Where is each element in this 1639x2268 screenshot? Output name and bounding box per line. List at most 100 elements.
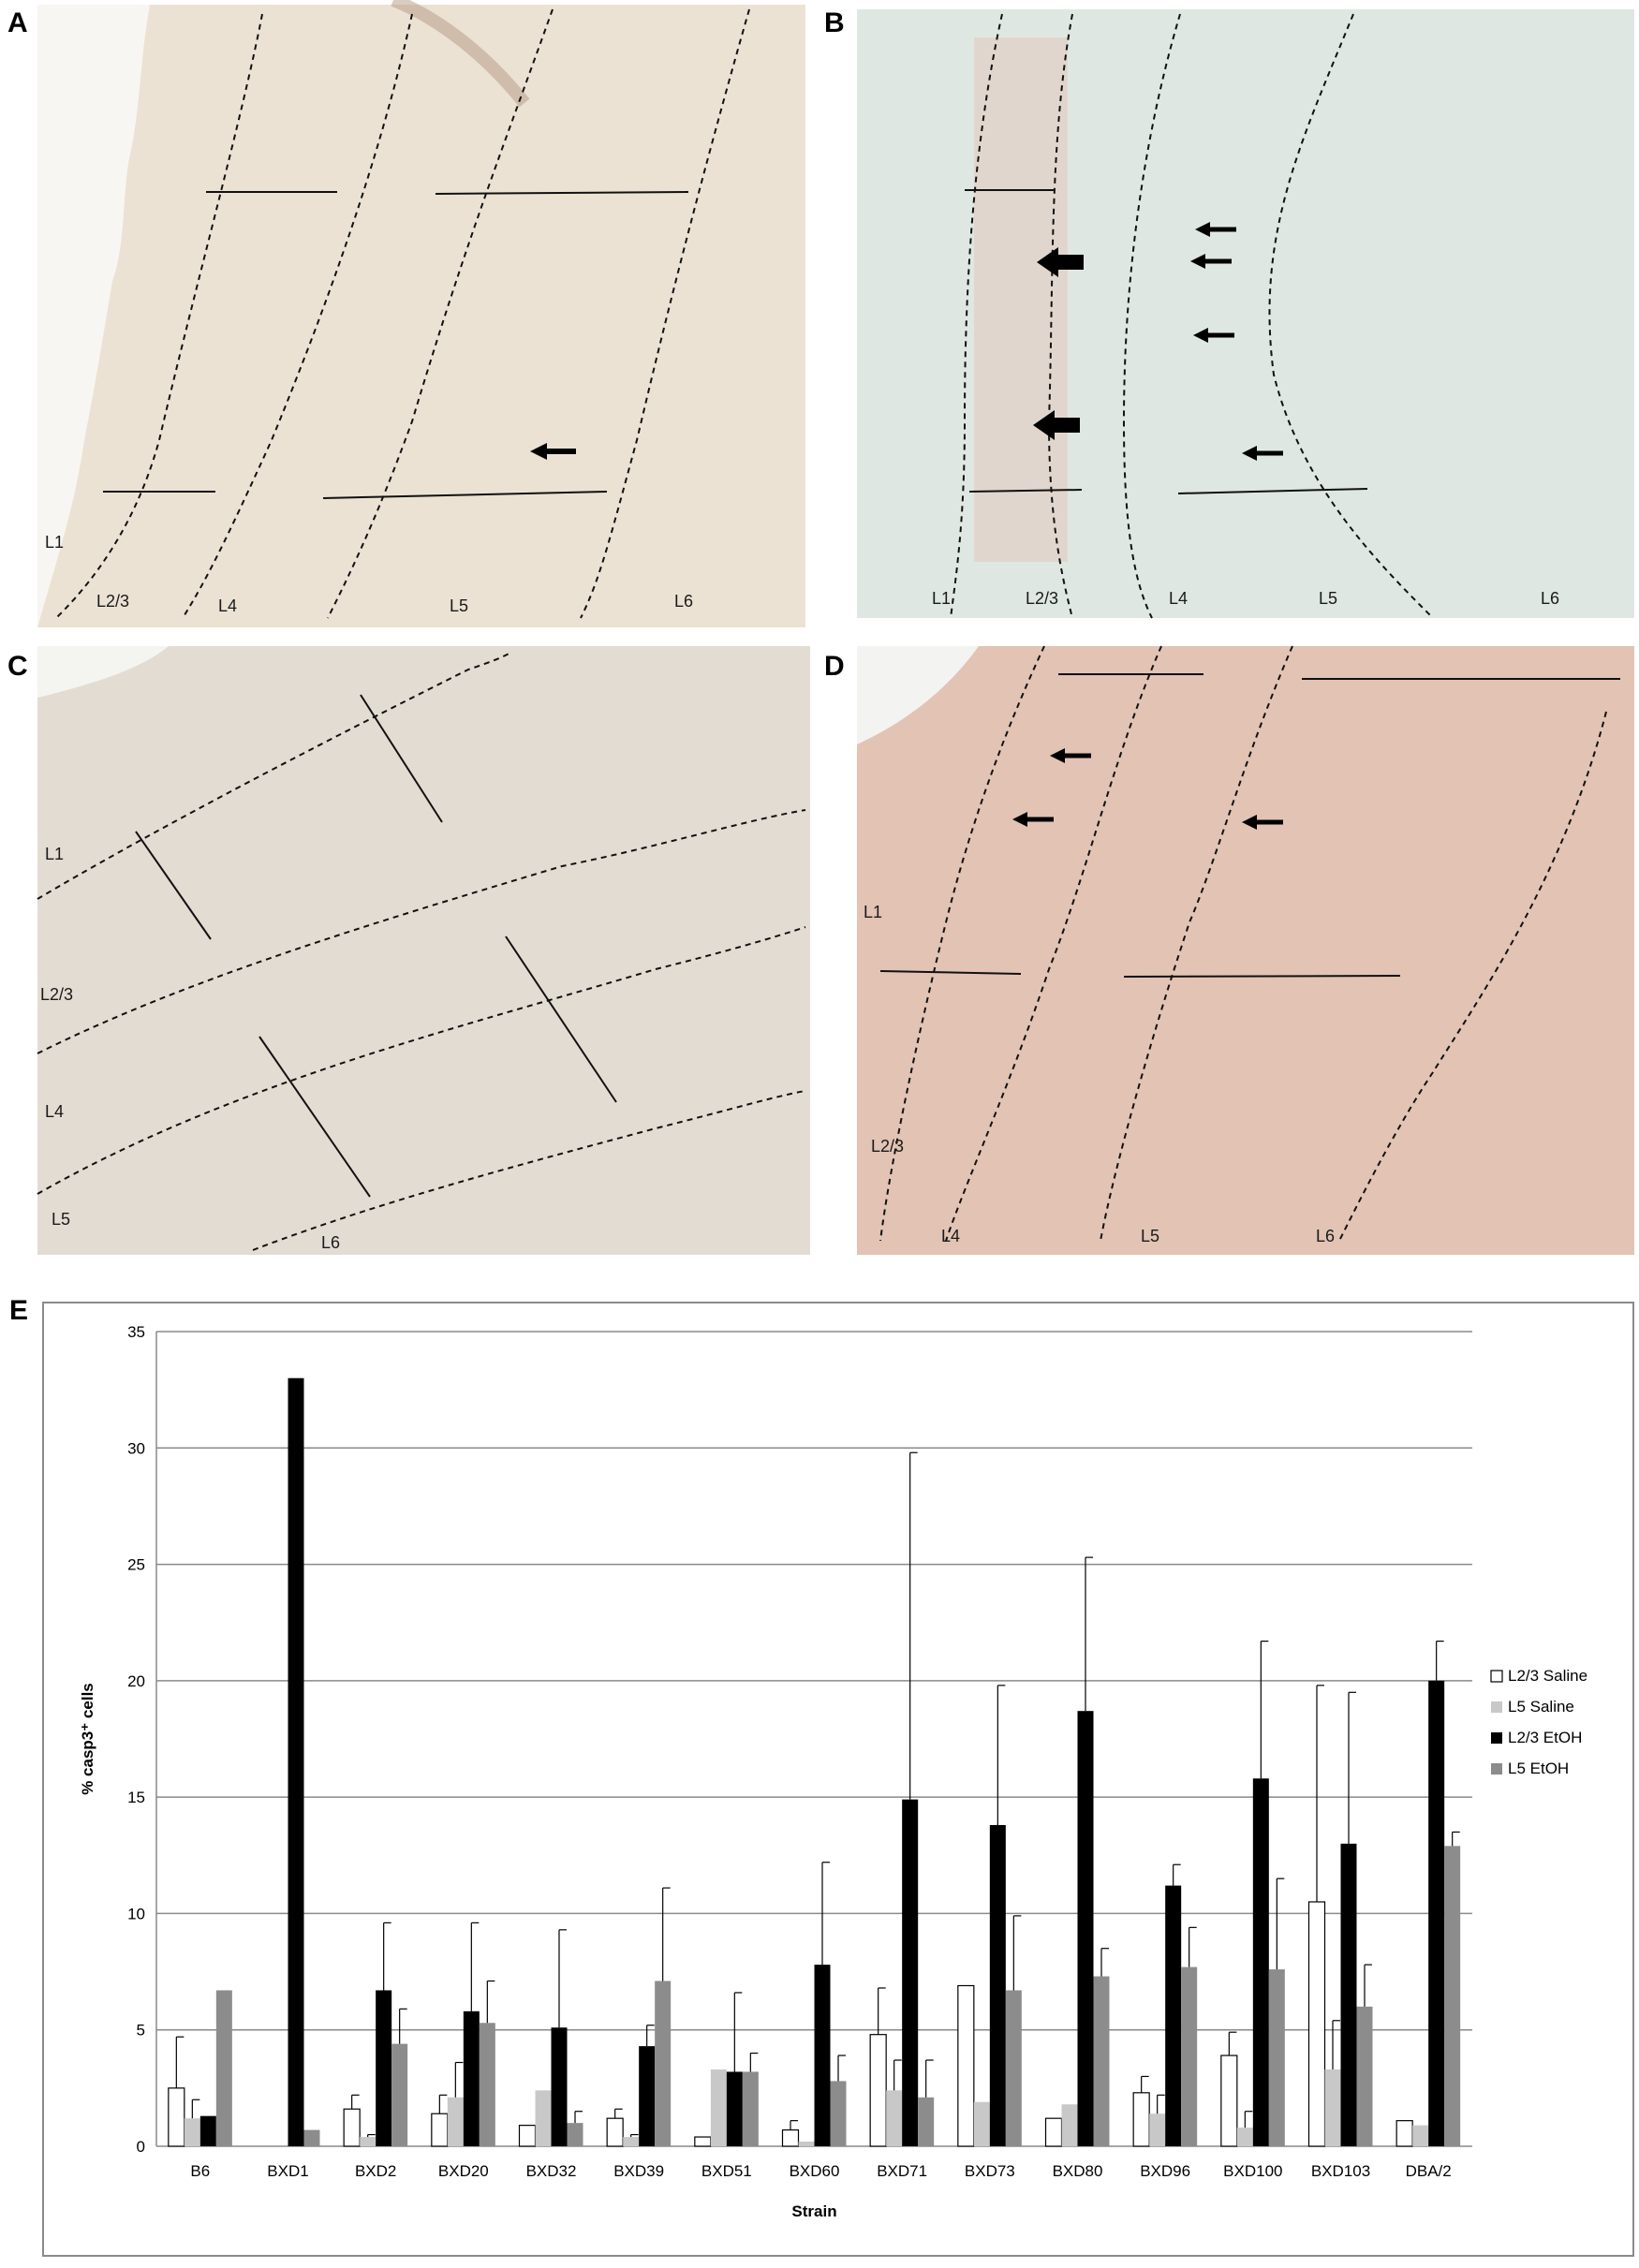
arrow-icon: [1190, 254, 1232, 269]
bar: [973, 2101, 990, 2146]
bar: [1412, 2125, 1429, 2146]
x-tick-label: BXD96: [1140, 2162, 1190, 2180]
panel-letter-b: B: [824, 7, 845, 38]
panel-letter-a: A: [7, 7, 28, 38]
layer-label-l6: L6: [1541, 589, 1560, 608]
chart-e: 0 5 10 15 20 25 30 35 B6 BXD1 BXD2 BXD20 BXD32 BXD39 B…: [42, 1302, 1634, 2257]
bar: [1340, 1843, 1357, 2146]
bar: [1428, 1680, 1445, 2146]
bar: [1149, 2113, 1166, 2146]
x-tick-label: BXD2: [355, 2162, 396, 2180]
y-tick-label: 20: [127, 1672, 145, 1690]
bar: [655, 1981, 672, 2146]
bar: [814, 1965, 831, 2146]
bar: [431, 2113, 449, 2147]
bar: [1132, 2092, 1150, 2147]
layer-label-l23: L2/3: [871, 1137, 905, 1156]
bar: [360, 2137, 377, 2146]
y-tick-label: 5: [137, 2022, 145, 2040]
y-tick-label: 25: [127, 1556, 145, 1574]
bar: [1252, 1778, 1269, 2146]
bar: [1220, 2054, 1238, 2147]
panel-d: D L1 L2/3 L4 L5 L6: [815, 641, 1639, 1259]
y-tick-label: 35: [127, 1323, 145, 1341]
bar: [535, 2090, 552, 2146]
legend-swatch: [1490, 1670, 1503, 1683]
bar: [1061, 2104, 1078, 2146]
bar: [1093, 1976, 1110, 2146]
y-tick-label: 30: [127, 1439, 145, 1457]
layer-label-l5: L5: [1319, 589, 1338, 608]
legend-swatch: [1491, 1763, 1502, 1775]
bar: [606, 2117, 624, 2147]
bar: [518, 2125, 537, 2147]
layer-label-l23: L2/3: [40, 985, 74, 1004]
bar: [1236, 2128, 1253, 2146]
layer-label-l5: L5: [1141, 1227, 1160, 1245]
arrow-icon: [530, 443, 576, 460]
bar-chart: 0 5 10 15 20 25 30 35 B6 BXD1 BXD2 BXD20 BXD32 BXD39 B…: [79, 1323, 1587, 2220]
bar: [639, 2046, 656, 2146]
layer-label-l5: L5: [450, 596, 469, 615]
bar: [1181, 1966, 1198, 2146]
bar: [1356, 2006, 1373, 2146]
layer-label-l4: L4: [218, 596, 238, 615]
layer-label-l1: L1: [45, 533, 65, 552]
arrow-icon: [1242, 815, 1283, 830]
arrow-icon: [1193, 328, 1234, 343]
bar: [830, 2081, 847, 2146]
legend-label: L5 EtOH: [1508, 1760, 1569, 1777]
bar: [1044, 2117, 1063, 2147]
bar: [798, 2142, 815, 2146]
layer-label-l23: L2/3: [96, 592, 130, 611]
x-tick-label: BXD1: [267, 2162, 308, 2180]
arrow-icon: [1195, 222, 1236, 237]
bar: [288, 1377, 304, 2146]
layer-label-l1: L1: [864, 903, 883, 921]
bar: [199, 2115, 216, 2146]
arrow-icon: [1242, 446, 1283, 461]
bar: [463, 2010, 480, 2146]
bar: [989, 1824, 1006, 2146]
layer-label-l6: L6: [321, 1233, 341, 1252]
large-arrow-icon: [1037, 247, 1084, 277]
legend-swatch: [1491, 1701, 1502, 1713]
bar: [1395, 2120, 1413, 2147]
x-tick-label: B6: [190, 2162, 210, 2180]
layer-label-l6: L6: [674, 592, 694, 611]
x-tick-label: BXD103: [1311, 2162, 1370, 2180]
bar: [303, 2129, 320, 2146]
layer-label-l4: L4: [45, 1102, 65, 1121]
bar: [726, 2071, 743, 2146]
bar: [551, 2027, 568, 2146]
bar: [184, 2118, 200, 2146]
panel-a: A L1 L2/3 L4 L5 L6: [0, 0, 805, 627]
bar: [567, 2123, 583, 2146]
large-arrow-icon: [1033, 410, 1080, 440]
bar: [869, 2034, 887, 2147]
bar: [376, 1990, 392, 2146]
bar: [902, 1799, 919, 2146]
x-tick-label: BXD32: [526, 2162, 577, 2180]
panel-b: B L1 L2/3 L4 L5 L6: [815, 0, 1639, 627]
x-tick-label: BXD80: [1053, 2162, 1103, 2180]
y-tick-label: 15: [127, 1789, 145, 1806]
layer-label-l1: L1: [932, 589, 952, 608]
panel-c-micrograph: [37, 646, 810, 1255]
bar: [694, 2136, 712, 2147]
panel-c: C L1 L2/3 L4 L5 L6: [0, 641, 815, 1259]
layer-label-l5: L5: [52, 1210, 71, 1229]
x-tick-label: BXD100: [1223, 2162, 1282, 2180]
arrow-icon: [1012, 812, 1054, 827]
bar: [391, 2043, 408, 2146]
layer-label-l4: L4: [1169, 589, 1189, 608]
bar: [1165, 1885, 1182, 2146]
bar: [447, 2097, 464, 2146]
layer-label-l4: L4: [941, 1227, 961, 1245]
layer-label-l6: L6: [1316, 1227, 1336, 1245]
layer-label-l23: L2/3: [1026, 589, 1059, 608]
bar: [215, 1990, 232, 2146]
x-tick-label: BXD60: [790, 2162, 840, 2180]
bar: [1444, 1846, 1461, 2146]
x-tick-label: DBA/2: [1406, 2162, 1452, 2180]
